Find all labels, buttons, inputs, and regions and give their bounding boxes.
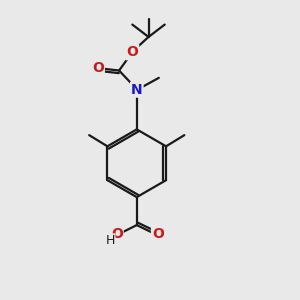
Text: O: O (126, 45, 138, 59)
Text: O: O (152, 227, 164, 241)
Text: H: H (106, 234, 115, 247)
Text: N: N (131, 82, 142, 97)
Text: O: O (111, 227, 123, 241)
Text: O: O (92, 61, 104, 75)
